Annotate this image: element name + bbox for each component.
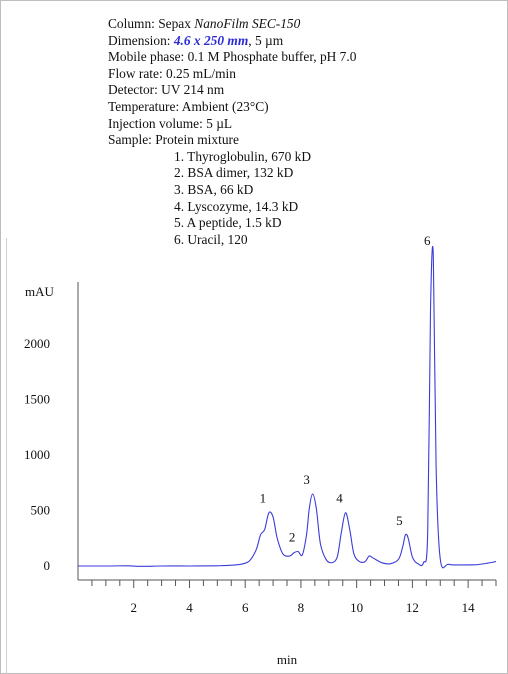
dimension-label: Dimension: [108,32,174,48]
flow-rate: Flow rate: 0.25 mL/min [108,65,236,81]
column-line: Column: Sepax NanoFilm SEC-150 [108,16,356,33]
sample: Sample: Protein mixture [108,132,239,148]
column-label: Column: Sepax [108,16,195,31]
chart-series [77,246,497,569]
x-tick-label: 4 [186,600,193,615]
method-info: Column: Sepax NanoFilm SEC-150 Dimension… [108,16,356,248]
dimension-value: 4.6 x 250 mm [173,32,249,48]
y-axis-label: mAU [25,284,55,299]
left-rule [6,238,7,674]
dimension-line: Dimension: 4.6 x 250 mm, 5 µm [108,33,356,50]
sample-item: 2. BSA dimer, 132 kD [174,165,294,181]
x-tick-label: 2 [130,600,137,615]
peak-label: 3 [303,472,310,487]
sample-item: 3. BSA, 66 kD [174,181,254,197]
sample-list: 1. Thyroglobulin, 670 kD 2. BSA dimer, 1… [108,149,356,249]
peak-label: 4 [336,491,343,506]
x-tick-label: 14 [462,600,476,615]
peak-label: 5 [396,513,403,528]
y-tick-label: 500 [31,503,51,518]
x-tick-label: 10 [350,600,363,615]
sample-item: 4. Lyscozyme, 14.3 kD [174,198,299,214]
peak-label: 2 [289,530,296,545]
x-axis-label: min [277,652,298,667]
x-tick-label: 6 [242,600,249,615]
injection-volume: Injection volume: 5 µL [108,115,233,131]
y-tick-label: 0 [44,558,51,573]
x-tick-label: 12 [406,600,419,615]
mobile-phase: Mobile phase: 0.1 M Phosphate buffer, pH… [108,49,357,65]
temperature: Temperature: Ambient (23°C) [108,98,269,114]
y-tick-label: 1000 [24,447,50,462]
y-tick-label: 1500 [24,392,50,407]
detector: Detector: UV 214 nm [108,82,225,98]
sample-item: 1. Thyroglobulin, 670 kD [174,148,312,164]
chart-labels: 1 2 3 4 5 6 [260,233,431,544]
column-value: NanoFilm SEC-150 [194,16,301,31]
peak-label: 6 [424,233,431,248]
x-tick-label: 8 [298,600,305,615]
sample-item: 5. A peptide, 1.5 kD [174,215,282,231]
dimension-suffix: , 5 µm [248,32,284,48]
sample-item: 6. Uracil, 120 [174,231,248,247]
chromatogram-trace [77,246,497,569]
peak-label: 1 [260,491,267,506]
y-tick-label: 2000 [24,336,50,351]
